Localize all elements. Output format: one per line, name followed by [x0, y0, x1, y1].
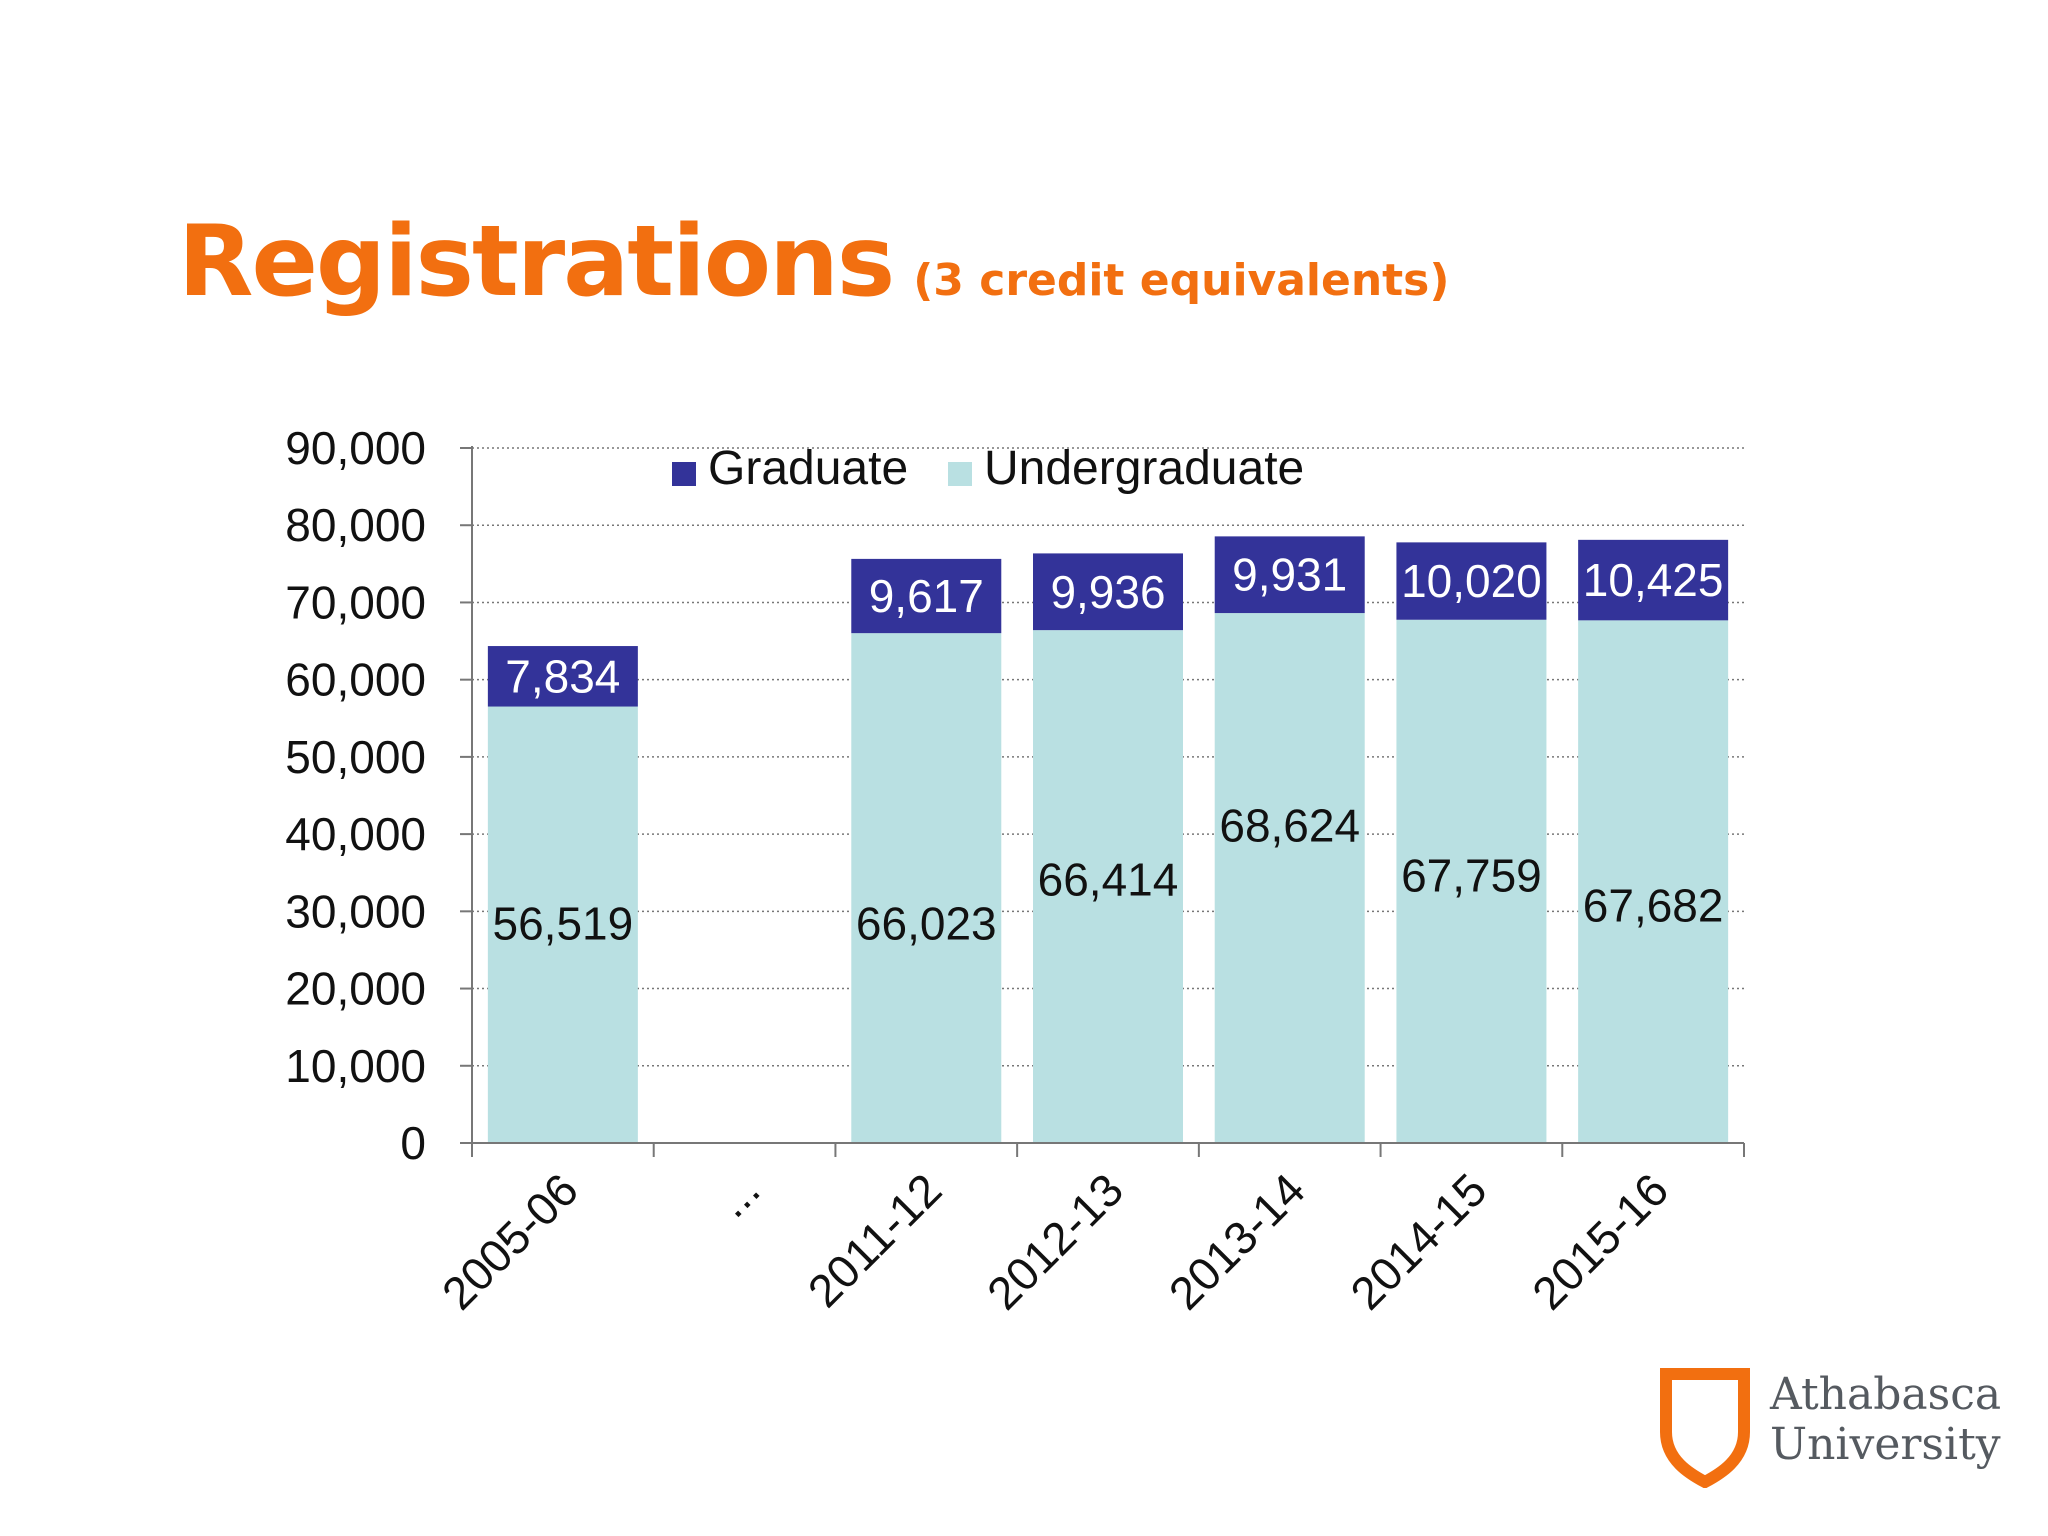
x-tick-label: 2013-14 [1159, 1163, 1315, 1319]
x-tick-label: ... [706, 1163, 770, 1227]
data-label-undergraduate: 66,023 [856, 897, 997, 949]
y-tick-label: 70,000 [285, 576, 426, 628]
data-label-graduate: 10,020 [1401, 555, 1542, 607]
bar-undergraduate [1033, 630, 1183, 1143]
bar-graduate [1396, 542, 1547, 620]
shield-icon [1660, 1368, 1750, 1488]
data-label-undergraduate: 67,682 [1583, 879, 1724, 931]
data-label-graduate: 7,834 [505, 650, 620, 702]
bar-graduate [851, 558, 1002, 634]
data-label-graduate: 9,617 [869, 570, 984, 622]
bar-undergraduate [851, 633, 1002, 1143]
logo-line-1: Athabasca [1770, 1369, 2002, 1420]
athabasca-logo: Athabasca University [1660, 1360, 2020, 1500]
data-label-undergraduate: 66,414 [1038, 853, 1179, 905]
y-tick-label: 90,000 [285, 422, 426, 474]
bar-undergraduate [1578, 620, 1729, 1143]
x-tick-label: 2015-16 [1522, 1163, 1678, 1319]
slide-title: Registrations (3 credit equivalents) [178, 205, 1449, 319]
title-subtitle: (3 credit equivalents) [913, 255, 1450, 306]
legend-swatch [948, 462, 972, 486]
bar-graduate [1578, 539, 1729, 621]
data-label-graduate: 9,936 [1050, 566, 1165, 618]
data-label-graduate: 9,931 [1232, 549, 1347, 601]
x-tick-label: 2011-12 [798, 1163, 952, 1317]
bar-undergraduate [487, 706, 638, 1143]
y-tick-label: 80,000 [285, 499, 426, 551]
y-tick-label: 50,000 [285, 731, 426, 783]
y-tick-label: 60,000 [285, 654, 426, 706]
data-label-graduate: 10,425 [1583, 554, 1724, 606]
x-tick-label: 2012-13 [977, 1163, 1133, 1319]
logo-line-2: University [1770, 1419, 2001, 1470]
bar-graduate [487, 646, 638, 707]
y-tick-label: 10,000 [285, 1040, 426, 1092]
logo-text: Athabasca University [1770, 1370, 2001, 1470]
title-main: Registrations [178, 205, 895, 319]
y-tick-label: 0 [400, 1117, 426, 1169]
data-label-undergraduate: 67,759 [1401, 849, 1542, 901]
axes [460, 446, 1745, 1157]
bars [487, 536, 1729, 1143]
bar-undergraduate [1396, 619, 1547, 1143]
bar-graduate [1033, 553, 1183, 631]
data-label-undergraduate: 56,519 [493, 897, 634, 949]
data-label-undergraduate: 68,624 [1219, 799, 1360, 851]
legend-label: Undergraduate [984, 442, 1304, 495]
x-tick-label: 2005-06 [432, 1163, 588, 1319]
x-tick-label: 2014-15 [1340, 1163, 1496, 1319]
y-tick-label: 20,000 [285, 963, 426, 1015]
y-tick-label: 40,000 [285, 808, 426, 860]
legend: Graduate Undergraduate [672, 442, 1304, 495]
bar-graduate [1214, 536, 1365, 614]
legend-label: Graduate [708, 442, 908, 495]
bar-undergraduate [1214, 613, 1365, 1143]
y-tick-label: 30,000 [285, 885, 426, 937]
legend-swatch [672, 462, 696, 486]
